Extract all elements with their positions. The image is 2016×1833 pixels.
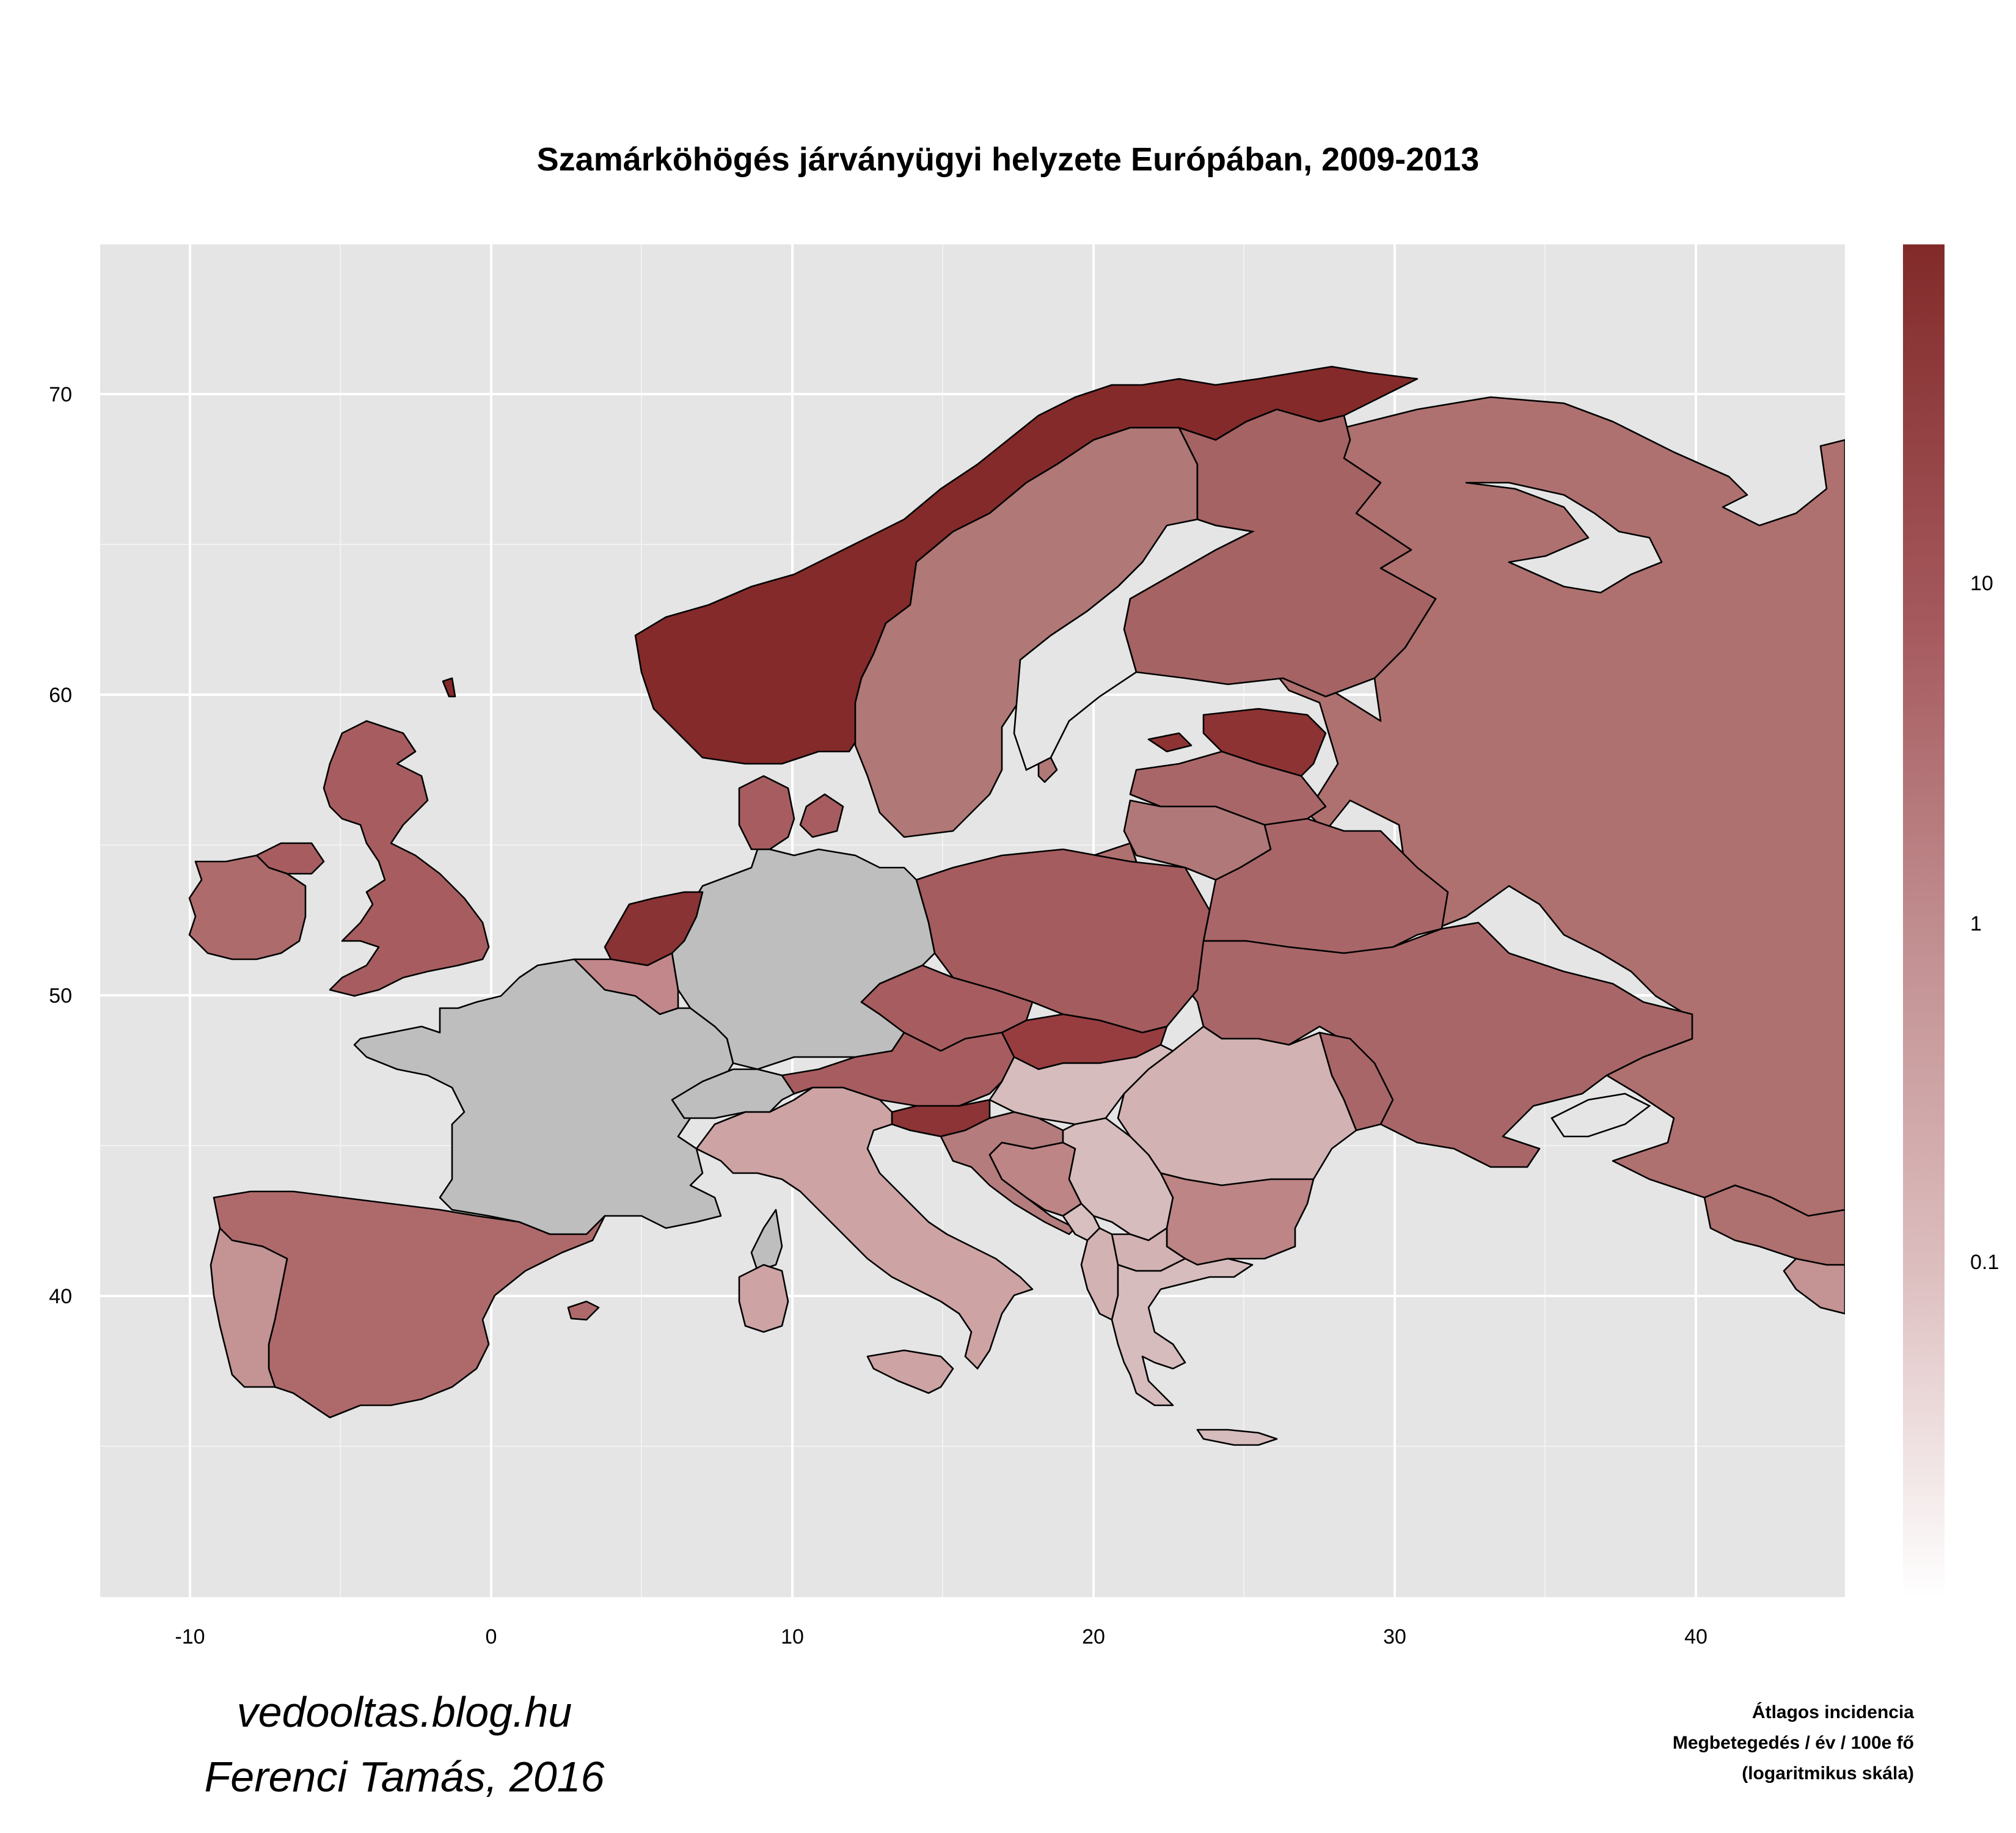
country-layer (188, 365, 1845, 1446)
region-caucasus[interactable] (1703, 1184, 1845, 1266)
region-faroe[interactable] (442, 677, 456, 698)
y-axis: 40 50 60 70 (49, 383, 72, 1308)
gulf-of-bothnia (1013, 518, 1255, 771)
region-gotland[interactable] (1037, 756, 1058, 783)
region-sardinia[interactable] (738, 1264, 789, 1333)
y-tick-label: 60 (49, 684, 72, 707)
y-tick-label: 70 (49, 383, 72, 406)
region-greece[interactable] (1111, 1257, 1254, 1407)
x-tick-label: -10 (175, 1625, 205, 1648)
x-tick-label: 30 (1383, 1625, 1406, 1648)
region-italy[interactable] (695, 1086, 1034, 1370)
region-russia[interactable] (1233, 396, 1845, 1217)
x-tick-label: 0 (486, 1625, 497, 1648)
region-switzerland[interactable] (671, 1068, 795, 1119)
region-uk[interactable] (323, 720, 490, 997)
legend-tick-label: 10 (1970, 572, 1993, 595)
y-tick-label: 40 (49, 1285, 72, 1308)
region-corsica[interactable] (750, 1209, 783, 1272)
region-crete[interactable] (1196, 1429, 1278, 1446)
legend-tick-label: 0.1 (1970, 1251, 1999, 1274)
x-tick-label: 20 (1082, 1625, 1105, 1648)
x-axis: -10 0 10 20 30 40 (175, 1625, 1707, 1648)
legend-title-line: (logaritmikus skála) (1742, 1763, 1914, 1784)
region-sicily[interactable] (866, 1349, 954, 1394)
x-tick-label: 10 (781, 1625, 804, 1648)
region-saaremaa[interactable] (1147, 732, 1192, 753)
x-tick-label: 40 (1684, 1625, 1707, 1648)
credit-blog: vedooltas.blog.hu (237, 1688, 572, 1736)
legend-title-line: Megbetegedés / év / 100e fő (1673, 1733, 1914, 1753)
y-tick-label: 50 (49, 984, 72, 1008)
region-denmark-islands[interactable] (799, 793, 844, 838)
map-title: Szamárköhögés járványügyi helyzete Európ… (537, 141, 1480, 178)
sea-of-azov (1550, 1092, 1651, 1138)
region-russia-kola-sea (1465, 481, 1663, 594)
region-denmark[interactable] (738, 775, 795, 851)
region-ireland[interactable] (188, 854, 307, 960)
region-estonia[interactable] (1202, 708, 1327, 777)
region-balearic[interactable] (567, 1300, 600, 1321)
legend-title-line: Átlagos incidencia (1752, 1702, 1914, 1722)
credit-author: Ferenci Tamás, 2016 (205, 1753, 605, 1801)
legend-tick-label: 1 (1970, 912, 1982, 935)
color-legend: 10 1 0.1 Átlagos incidencia Megbetegedés… (1673, 244, 1999, 1784)
region-portugal[interactable] (210, 1227, 288, 1388)
legend-colorbar (1903, 244, 1945, 1597)
